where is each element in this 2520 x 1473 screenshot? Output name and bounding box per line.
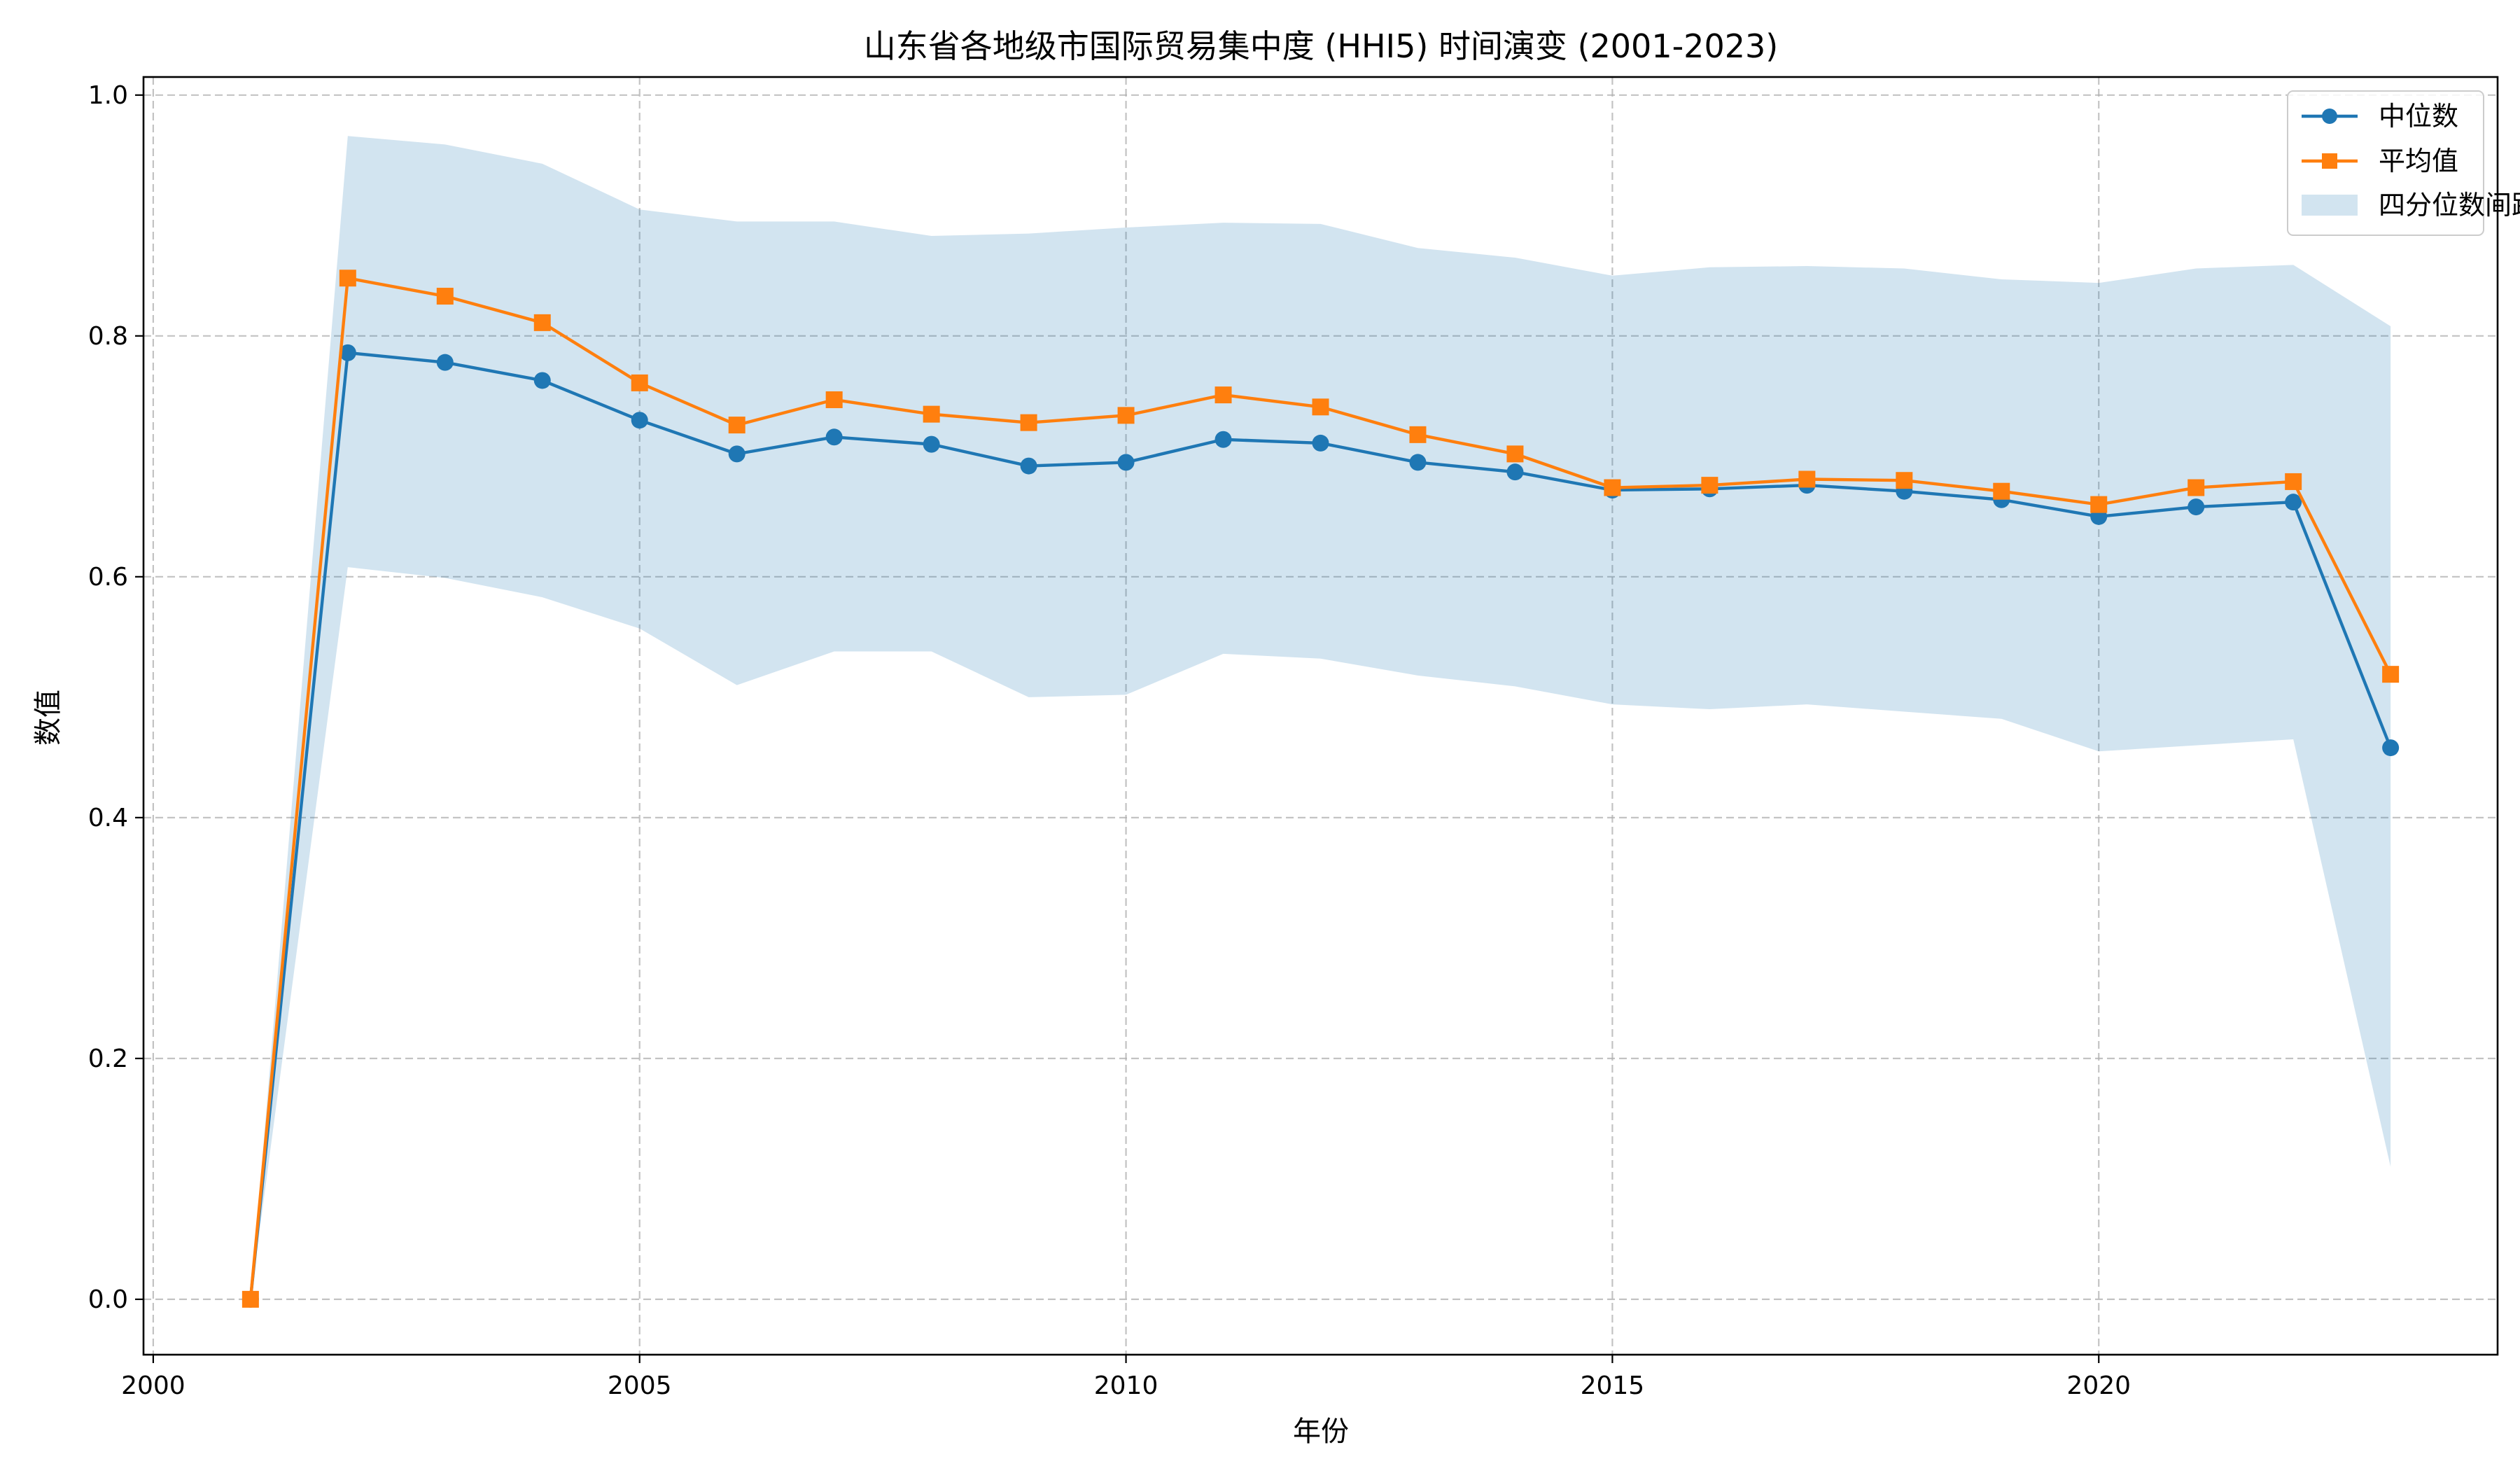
median-point: [1117, 454, 1135, 471]
legend-iqr-swatch: [2302, 195, 2358, 216]
legend-iqr-label: 四分位数间距: [2379, 190, 2520, 221]
mean-point: [1312, 398, 1329, 416]
mean-point: [241, 1290, 259, 1308]
median-point: [1312, 434, 1329, 452]
mean-point: [2188, 479, 2205, 496]
iqr-band-layer: [250, 136, 2391, 1299]
mean-point: [533, 314, 551, 331]
mean-point: [1117, 407, 1135, 424]
series-layer: [241, 270, 2400, 1308]
median-point: [2285, 494, 2302, 511]
mean-point: [1020, 414, 1037, 431]
chart-title: 山东省各地级市国际贸易集中度 (HHI5) 时间演变 (2001-2023): [864, 27, 1778, 65]
median-point: [339, 344, 356, 361]
x-tick-label: 2015: [1581, 1371, 1645, 1400]
y-axis-label: 数值: [32, 690, 64, 746]
y-tick-label: 1.0: [88, 81, 128, 110]
median-point: [1409, 454, 1427, 471]
mean-point: [1701, 477, 1718, 494]
mean-point: [1993, 482, 2010, 500]
y-tick-label: 0.0: [88, 1285, 128, 1314]
mean-point: [1604, 479, 1621, 496]
x-tick-label: 2010: [1094, 1371, 1158, 1400]
grid-lines: [144, 77, 2498, 1355]
median-point: [533, 372, 551, 389]
mean-point: [339, 270, 356, 287]
mean-point: [1506, 445, 1524, 463]
y-tick-label: 0.2: [88, 1045, 128, 1073]
median-point: [728, 445, 746, 463]
axis-ticks: 2000 2005 2010 2015 2020 0.0 0.2 0.4 0.6 0.8 1.0: [88, 81, 2131, 1400]
median-point: [631, 412, 648, 429]
x-tick-label: 2000: [121, 1371, 186, 1400]
mean-point: [2382, 666, 2400, 683]
mean-point: [728, 417, 746, 434]
plot-frame: [142, 76, 2499, 1356]
y-tick-label: 0.6: [88, 563, 128, 592]
mean-point: [436, 288, 454, 305]
mean-point: [2090, 496, 2108, 513]
iqr-band: [250, 136, 2391, 1299]
mean-point: [825, 391, 843, 408]
mean-point: [631, 374, 648, 391]
mean-point: [923, 405, 940, 423]
legend-median-marker: [2322, 109, 2337, 124]
y-tick-label: 0.4: [88, 804, 128, 832]
legend-median-label: 中位数: [2379, 101, 2458, 132]
legend-box: [2287, 90, 2484, 236]
x-tick-label: 2020: [2066, 1371, 2131, 1400]
mean-point: [2285, 473, 2302, 490]
mean-point: [1409, 426, 1427, 443]
x-axis-label: 年份: [1293, 1416, 1349, 1448]
median-point: [2382, 739, 2400, 757]
median-point: [923, 435, 940, 453]
median-point: [436, 354, 454, 371]
legend: 中位数 平均值 四分位数间距: [2287, 90, 2520, 236]
mean-point: [1896, 472, 1913, 489]
legend-mean-marker: [2322, 153, 2337, 169]
y-tick-label: 0.8: [88, 322, 128, 351]
x-tick-label: 2005: [608, 1371, 672, 1400]
median-point: [1506, 463, 1524, 481]
mean-point: [1798, 470, 1816, 488]
mean-point: [1214, 386, 1232, 404]
median-point: [825, 428, 843, 446]
median-point: [1020, 457, 1037, 475]
median-point: [1214, 431, 1232, 448]
legend-mean-label: 平均值: [2379, 146, 2458, 176]
median-point: [2188, 498, 2205, 516]
